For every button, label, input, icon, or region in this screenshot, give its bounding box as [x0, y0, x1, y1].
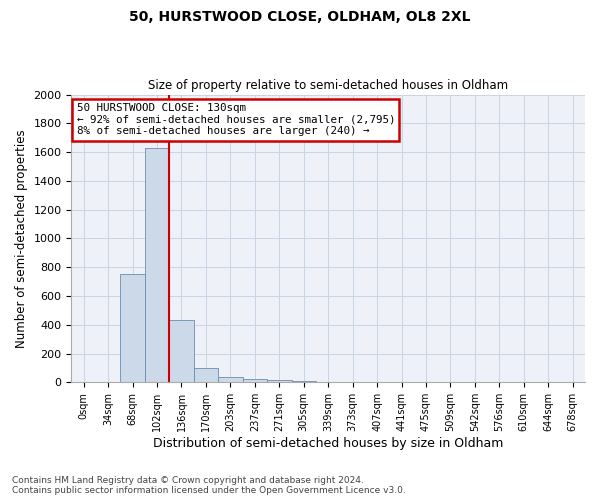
Bar [121, 274, 145, 382]
Title: Size of property relative to semi-detached houses in Oldham: Size of property relative to semi-detach… [148, 79, 508, 92]
Y-axis label: Number of semi-detached properties: Number of semi-detached properties [15, 129, 28, 348]
Bar [218, 376, 242, 382]
Text: 50 HURSTWOOD CLOSE: 130sqm
← 92% of semi-detached houses are smaller (2,795)
8% : 50 HURSTWOOD CLOSE: 130sqm ← 92% of semi… [77, 103, 395, 136]
Bar [242, 378, 267, 382]
X-axis label: Distribution of semi-detached houses by size in Oldham: Distribution of semi-detached houses by … [153, 437, 503, 450]
Bar [292, 381, 316, 382]
Bar [267, 380, 292, 382]
Bar [169, 320, 194, 382]
Bar [194, 368, 218, 382]
Text: 50, HURSTWOOD CLOSE, OLDHAM, OL8 2XL: 50, HURSTWOOD CLOSE, OLDHAM, OL8 2XL [129, 10, 471, 24]
Bar [145, 148, 169, 382]
Text: Contains HM Land Registry data © Crown copyright and database right 2024.
Contai: Contains HM Land Registry data © Crown c… [12, 476, 406, 495]
